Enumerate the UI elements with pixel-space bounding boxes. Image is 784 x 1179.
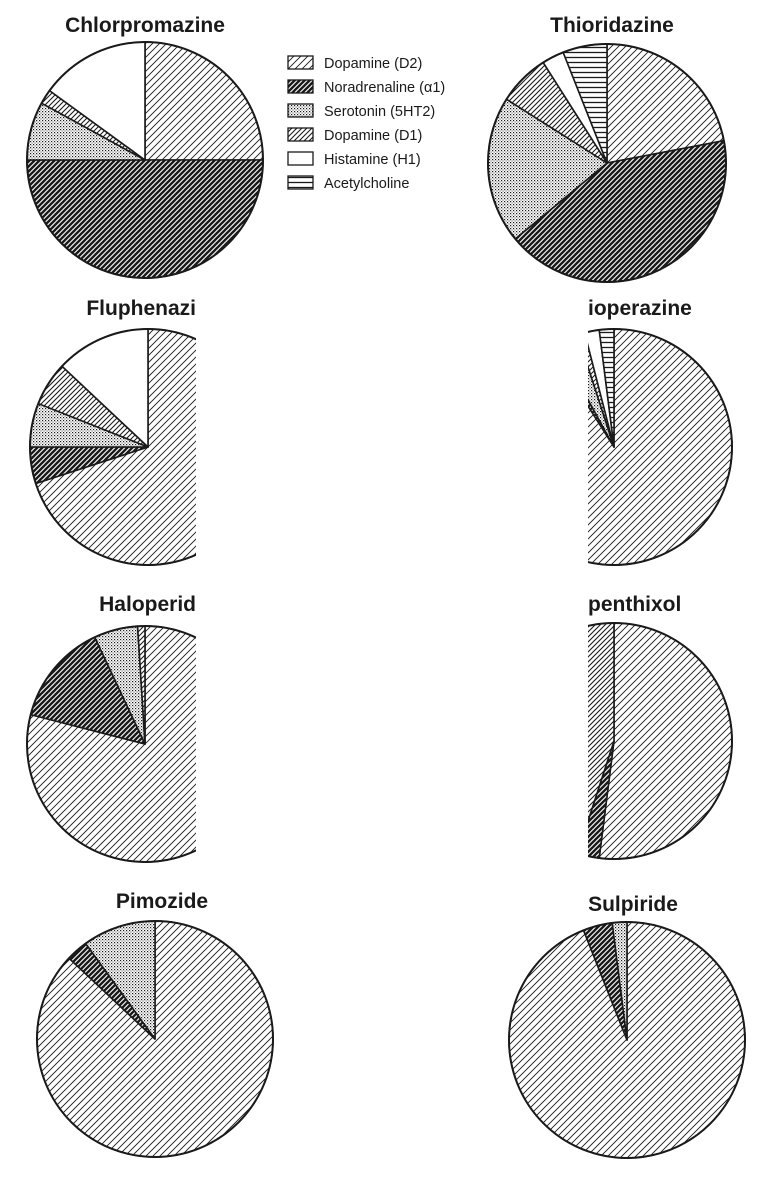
pie-title: ioperazine — [588, 297, 692, 320]
pie-slice — [144, 41, 264, 161]
pie-title: Sulpiride — [588, 893, 678, 916]
legend-swatch — [287, 103, 314, 118]
pie-slices — [26, 41, 264, 279]
legend-swatch — [287, 79, 314, 94]
pie-title: Fluphenazi — [86, 297, 196, 320]
legend-label: Serotonin (5HT2) — [324, 104, 435, 120]
pie-pimozide: Pimozide — [36, 890, 274, 1158]
pie-sulpiride: Sulpiride — [508, 893, 746, 1159]
pie-slice — [598, 622, 733, 860]
legend-label: Histamine (H1) — [324, 152, 421, 168]
legend-label: Dopamine (D1) — [324, 128, 422, 144]
crop-mask-left — [196, 296, 390, 874]
legend-label: Dopamine (D2) — [324, 56, 422, 72]
pie-outline — [508, 921, 746, 1159]
pie-slice — [26, 159, 264, 279]
legend-item: Dopamine (D1) — [287, 127, 422, 144]
legend-item: Noradrenaline (α1) — [287, 79, 445, 96]
legend: Dopamine (D2) Noradrenaline (α1) Seroton… — [287, 55, 445, 192]
legend-label: Acetylcholine — [324, 176, 409, 192]
legend-swatch — [287, 151, 314, 166]
pie-title: penthixol — [588, 593, 681, 616]
pie-outline — [487, 43, 727, 283]
pie-slices — [36, 920, 274, 1158]
legend-swatch — [287, 127, 314, 142]
pie-title: Chlorpromazine — [65, 14, 225, 37]
legend-swatch — [287, 175, 314, 190]
crop-mask-right — [390, 296, 588, 874]
pie-slices — [508, 921, 746, 1159]
pie-chlorpromazine: Chlorpromazine — [26, 14, 264, 279]
pie-outline — [26, 41, 264, 279]
legend-item: Acetylcholine — [287, 175, 409, 192]
pie-slices — [487, 43, 727, 283]
legend-item: Serotonin (5HT2) — [287, 103, 435, 120]
pie-outline — [36, 920, 274, 1158]
legend-item: Dopamine (D2) — [287, 55, 422, 72]
pie-title: Pimozide — [116, 890, 208, 913]
legend-swatch — [287, 55, 314, 70]
pie-thioridazine: Thioridazine — [487, 14, 727, 283]
legend-item: Histamine (H1) — [287, 151, 421, 168]
legend-label: Noradrenaline (α1) — [324, 80, 445, 96]
pie-title: Thioridazine — [550, 14, 674, 37]
pie-title: Haloperid — [99, 593, 196, 616]
